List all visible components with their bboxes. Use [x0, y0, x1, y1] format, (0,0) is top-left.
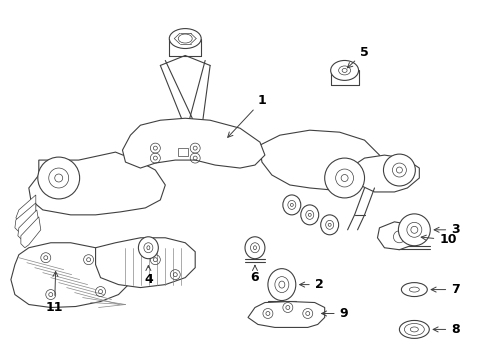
Ellipse shape — [384, 154, 416, 186]
Polygon shape — [178, 148, 188, 156]
Text: 6: 6 — [251, 265, 259, 284]
Polygon shape — [96, 238, 195, 288]
Polygon shape — [122, 118, 265, 168]
Text: 4: 4 — [144, 266, 153, 286]
Polygon shape — [15, 203, 36, 232]
Polygon shape — [377, 222, 417, 250]
Ellipse shape — [138, 237, 158, 259]
Ellipse shape — [399, 320, 429, 338]
Ellipse shape — [398, 214, 430, 246]
Text: 7: 7 — [431, 283, 460, 296]
Text: 3: 3 — [434, 223, 460, 236]
Ellipse shape — [301, 205, 318, 225]
Text: 10: 10 — [421, 233, 457, 246]
Ellipse shape — [331, 60, 359, 80]
Polygon shape — [349, 155, 419, 192]
Ellipse shape — [321, 215, 339, 235]
Text: 2: 2 — [300, 278, 323, 291]
Text: 1: 1 — [228, 94, 267, 137]
Ellipse shape — [268, 269, 296, 301]
Polygon shape — [260, 130, 379, 190]
Ellipse shape — [245, 237, 265, 259]
Ellipse shape — [38, 157, 80, 199]
Text: 5: 5 — [347, 46, 368, 68]
Polygon shape — [18, 210, 39, 240]
Ellipse shape — [283, 195, 301, 215]
Polygon shape — [16, 195, 36, 222]
Text: 8: 8 — [433, 323, 460, 336]
Text: 11: 11 — [46, 271, 63, 314]
Polygon shape — [29, 152, 165, 215]
Ellipse shape — [325, 158, 365, 198]
Polygon shape — [248, 302, 325, 328]
Polygon shape — [11, 243, 130, 307]
Polygon shape — [21, 217, 41, 248]
Text: 9: 9 — [321, 307, 348, 320]
Ellipse shape — [401, 283, 427, 297]
